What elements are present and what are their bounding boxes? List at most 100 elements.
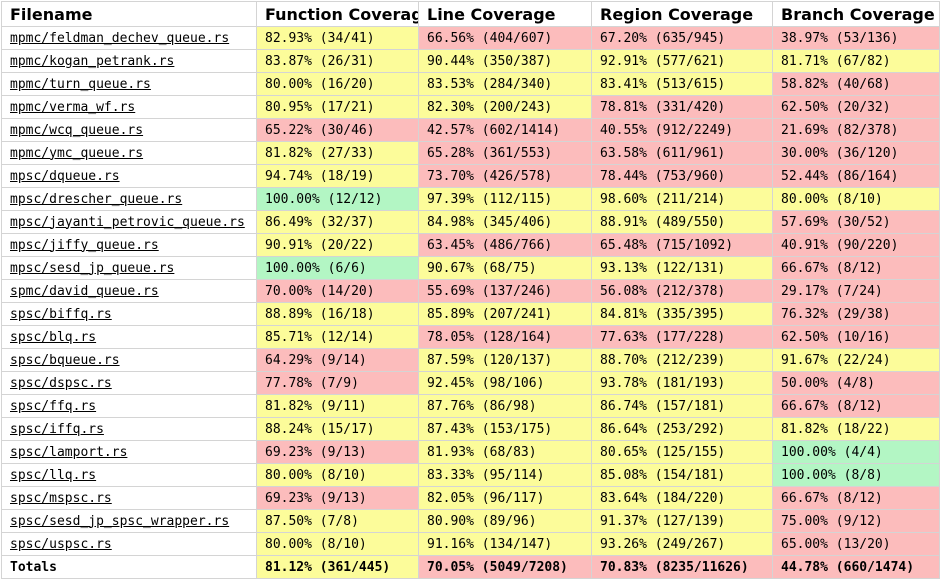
line-coverage-cell: 63.45% (486/766) xyxy=(418,233,592,257)
branch-coverage-header[interactable]: Branch Coverage xyxy=(772,1,940,27)
filename-cell: mpsc/jiffy_queue.rs xyxy=(1,233,257,257)
branch-coverage-cell: 91.67% (22/24) xyxy=(772,348,940,372)
filename-cell: mpsc/dqueue.rs xyxy=(1,164,257,188)
line-coverage-cell: 90.44% (350/387) xyxy=(418,49,592,73)
table-row: mpsc/sesd_jp_queue.rs 100.00% (6/6) 90.67%… xyxy=(1,256,940,280)
branch-coverage-cell: 62.50% (20/32) xyxy=(772,95,940,119)
table-row: mpmc/feldman_dechev_queue.rs 82.93% (34/4… xyxy=(1,26,940,50)
file-link[interactable]: mpsc/jayanti_petrovic_queue.rs xyxy=(10,214,245,230)
region-coverage-cell: 88.70% (212/239) xyxy=(591,348,773,372)
file-link[interactable]: mpmc/feldman_dechev_queue.rs xyxy=(10,30,230,46)
filename-cell: mpsc/drescher_queue.rs xyxy=(1,187,257,211)
header-row: Filename Function Coverage Line Coverage… xyxy=(1,1,940,27)
branch-coverage-cell: 81.82% (18/22) xyxy=(772,417,940,441)
table-row: spsc/llq.rs 80.00% (8/10) 83.33% (95/114) 8… xyxy=(1,463,940,487)
file-link[interactable]: spsc/llq.rs xyxy=(10,467,97,483)
line-coverage-cell: 82.05% (96/117) xyxy=(418,486,592,510)
filename-cell: spsc/lamport.rs xyxy=(1,440,257,464)
filename-cell: spsc/uspsc.rs xyxy=(1,532,257,556)
file-link[interactable]: mpsc/dqueue.rs xyxy=(10,168,120,184)
file-link[interactable]: mpmc/turn_queue.rs xyxy=(10,76,151,92)
line-coverage-cell: 92.45% (98/106) xyxy=(418,371,592,395)
branch-coverage-cell: 52.44% (86/164) xyxy=(772,164,940,188)
function-coverage-cell: 70.00% (14/20) xyxy=(256,279,419,303)
file-link[interactable]: spsc/ffq.rs xyxy=(10,398,97,414)
file-link[interactable]: mpmc/kogan_petrank.rs xyxy=(10,53,175,69)
file-link[interactable]: mpsc/drescher_queue.rs xyxy=(10,191,183,207)
line-coverage-cell: 90.67% (68/75) xyxy=(418,256,592,280)
filename-cell: mpmc/kogan_petrank.rs xyxy=(1,49,257,73)
line-coverage-cell: 97.39% (112/115) xyxy=(418,187,592,211)
table-row: mpmc/ymc_queue.rs 81.82% (27/33) 65.28% (3… xyxy=(1,141,940,165)
region-coverage-cell: 84.81% (335/395) xyxy=(591,302,773,326)
function-coverage-header[interactable]: Function Coverage xyxy=(256,1,419,27)
filename-cell: mpmc/turn_queue.rs xyxy=(1,72,257,96)
filename-cell: spmc/david_queue.rs xyxy=(1,279,257,303)
function-coverage-cell: 81.82% (27/33) xyxy=(256,141,419,165)
line-coverage-header[interactable]: Line Coverage xyxy=(418,1,592,27)
region-coverage-header[interactable]: Region Coverage xyxy=(591,1,773,27)
table-row: spsc/dspsc.rs 77.78% (7/9) 92.45% (98/106)… xyxy=(1,371,940,395)
file-link[interactable]: spsc/blq.rs xyxy=(10,329,97,345)
table-row: mpmc/wcq_queue.rs 65.22% (30/46) 42.57% (6… xyxy=(1,118,940,142)
region-coverage-cell: 93.13% (122/131) xyxy=(591,256,773,280)
filename-cell: spsc/biffq.rs xyxy=(1,302,257,326)
filename-cell: spsc/dspsc.rs xyxy=(1,371,257,395)
region-coverage-cell: 98.60% (211/214) xyxy=(591,187,773,211)
function-coverage-cell: 88.24% (15/17) xyxy=(256,417,419,441)
branch-coverage-cell: 100.00% (4/4) xyxy=(772,440,940,464)
totals-function-coverage: 81.12% (361/445) xyxy=(256,555,419,579)
function-coverage-cell: 83.87% (26/31) xyxy=(256,49,419,73)
line-coverage-cell: 82.30% (200/243) xyxy=(418,95,592,119)
file-link[interactable]: mpsc/jiffy_queue.rs xyxy=(10,237,159,253)
branch-coverage-cell: 38.97% (53/136) xyxy=(772,26,940,50)
branch-coverage-cell: 40.91% (90/220) xyxy=(772,233,940,257)
branch-coverage-cell: 66.67% (8/12) xyxy=(772,256,940,280)
file-link[interactable]: spsc/dspsc.rs xyxy=(10,375,112,391)
line-coverage-cell: 84.98% (345/406) xyxy=(418,210,592,234)
function-coverage-cell: 85.71% (12/14) xyxy=(256,325,419,349)
table-row: spsc/ffq.rs 81.82% (9/11) 87.76% (86/98) 86… xyxy=(1,394,940,418)
file-link[interactable]: spsc/biffq.rs xyxy=(10,306,112,322)
region-coverage-cell: 80.65% (125/155) xyxy=(591,440,773,464)
file-link[interactable]: spsc/bqueue.rs xyxy=(10,352,120,368)
branch-coverage-cell: 62.50% (10/16) xyxy=(772,325,940,349)
line-coverage-cell: 83.33% (95/114) xyxy=(418,463,592,487)
file-link[interactable]: spsc/sesd_jp_spsc_wrapper.rs xyxy=(10,513,230,529)
file-link[interactable]: mpmc/ymc_queue.rs xyxy=(10,145,144,161)
line-coverage-cell: 66.56% (404/607) xyxy=(418,26,592,50)
line-coverage-cell: 73.70% (426/578) xyxy=(418,164,592,188)
filename-cell: spsc/sesd_jp_spsc_wrapper.rs xyxy=(1,509,257,533)
function-coverage-cell: 69.23% (9/13) xyxy=(256,440,419,464)
region-coverage-cell: 93.26% (249/267) xyxy=(591,532,773,556)
region-coverage-cell: 83.64% (184/220) xyxy=(591,486,773,510)
file-link[interactable]: mpmc/verma_wf.rs xyxy=(10,99,136,115)
file-link[interactable]: spsc/mspsc.rs xyxy=(10,490,112,506)
file-link[interactable]: spsc/iffq.rs xyxy=(10,421,104,437)
table-row: spsc/iffq.rs 88.24% (15/17) 87.43% (153/17… xyxy=(1,417,940,441)
file-link[interactable]: spsc/lamport.rs xyxy=(10,444,128,460)
function-coverage-cell: 87.50% (7/8) xyxy=(256,509,419,533)
region-coverage-cell: 67.20% (635/945) xyxy=(591,26,773,50)
line-coverage-cell: 87.76% (86/98) xyxy=(418,394,592,418)
branch-coverage-cell: 57.69% (30/52) xyxy=(772,210,940,234)
line-coverage-cell: 83.53% (284/340) xyxy=(418,72,592,96)
table-row: mpsc/jayanti_petrovic_queue.rs 86.49% (32… xyxy=(1,210,940,234)
file-link[interactable]: mpsc/sesd_jp_queue.rs xyxy=(10,260,175,276)
branch-coverage-cell: 30.00% (36/120) xyxy=(772,141,940,165)
line-coverage-cell: 55.69% (137/246) xyxy=(418,279,592,303)
branch-coverage-cell: 81.71% (67/82) xyxy=(772,49,940,73)
line-coverage-cell: 81.93% (68/83) xyxy=(418,440,592,464)
branch-coverage-cell: 66.67% (8/12) xyxy=(772,486,940,510)
file-link[interactable]: mpmc/wcq_queue.rs xyxy=(10,122,144,138)
filename-header[interactable]: Filename xyxy=(1,1,257,27)
table-row: spmc/david_queue.rs 70.00% (14/20) 55.69% … xyxy=(1,279,940,303)
totals-branch-coverage: 44.78% (660/1474) xyxy=(772,555,940,579)
file-link[interactable]: spsc/uspsc.rs xyxy=(10,536,112,552)
filename-cell: mpsc/sesd_jp_queue.rs xyxy=(1,256,257,280)
function-coverage-cell: 86.49% (32/37) xyxy=(256,210,419,234)
filename-cell: spsc/iffq.rs xyxy=(1,417,257,441)
file-link[interactable]: spmc/david_queue.rs xyxy=(10,283,159,299)
line-coverage-cell: 85.89% (207/241) xyxy=(418,302,592,326)
